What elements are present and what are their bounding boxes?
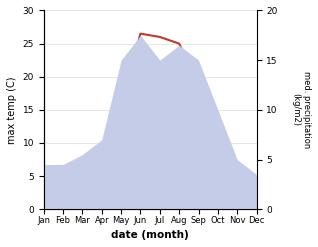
Y-axis label: med. precipitation
(kg/m2): med. precipitation (kg/m2) [292,71,311,148]
Y-axis label: max temp (C): max temp (C) [7,76,17,144]
X-axis label: date (month): date (month) [111,230,189,240]
